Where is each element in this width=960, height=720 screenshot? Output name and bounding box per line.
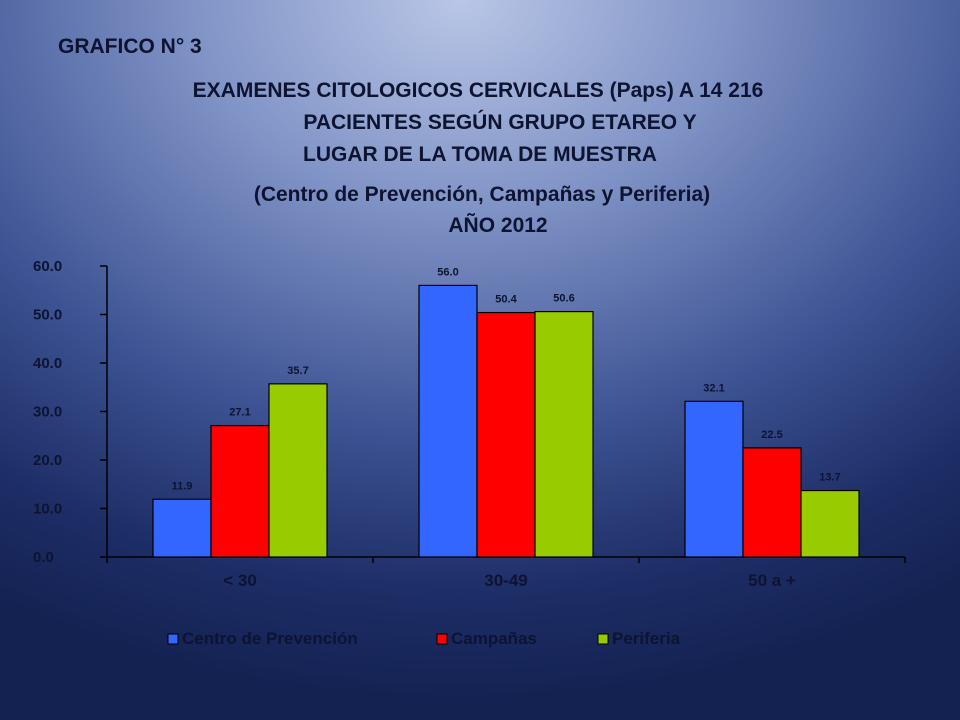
y-tick-label: 0.0 bbox=[33, 549, 54, 566]
bar bbox=[268, 383, 328, 558]
bar-data-label: 35.7 bbox=[287, 365, 308, 377]
bar-data-label: 50.6 bbox=[553, 293, 574, 305]
legend-swatch bbox=[436, 633, 448, 645]
bar bbox=[534, 310, 594, 558]
legend-swatch bbox=[597, 633, 609, 645]
y-tick-label: 40.0 bbox=[33, 355, 62, 372]
x-category-label: 50 a + bbox=[748, 571, 796, 590]
legend-label: Periferia bbox=[612, 629, 681, 648]
slide-label: GRAFICO N° 3 bbox=[58, 35, 202, 58]
bar bbox=[800, 489, 860, 558]
y-tick-label: 10.0 bbox=[33, 501, 62, 518]
y-tick-label: 30.0 bbox=[33, 404, 62, 421]
bar bbox=[210, 424, 270, 558]
bar-data-label: 27.1 bbox=[229, 407, 250, 419]
bar bbox=[684, 400, 744, 558]
title-line-4: (Centro de Prevención, Campañas y Perife… bbox=[253, 183, 711, 206]
bar bbox=[476, 311, 536, 558]
bar-data-label: 11.9 bbox=[172, 480, 193, 492]
bar-data-label: 56.0 bbox=[437, 266, 458, 278]
legend-label: Campañas bbox=[451, 629, 537, 648]
title-line-1: EXAMENES CITOLOGICOS CERVICALES (Paps) A… bbox=[192, 79, 764, 102]
bar-data-label: 13.7 bbox=[819, 472, 840, 484]
y-tick-label: 20.0 bbox=[33, 452, 62, 469]
y-tick-label: 60.0 bbox=[33, 258, 62, 275]
legend-swatch bbox=[167, 633, 179, 645]
bar bbox=[418, 284, 478, 558]
bar-data-label: 22.5 bbox=[761, 429, 782, 441]
title-line-3: LUGAR DE LA TOMA DE MUESTRA bbox=[303, 143, 657, 166]
legend-label: Centro de Prevención bbox=[182, 629, 358, 648]
title-line-5: AÑO 2012 bbox=[448, 214, 548, 237]
title-line-2: PACIENTES SEGÚN GRUPO ETAREO Y bbox=[303, 111, 697, 134]
x-category-label: 30-49 bbox=[484, 571, 527, 590]
y-tick-label: 50.0 bbox=[33, 307, 62, 324]
bar bbox=[152, 498, 212, 558]
bar-data-label: 50.4 bbox=[495, 294, 517, 306]
bar-data-label: 32.1 bbox=[703, 382, 724, 394]
x-category-label: < 30 bbox=[223, 571, 257, 590]
bar bbox=[742, 447, 802, 558]
